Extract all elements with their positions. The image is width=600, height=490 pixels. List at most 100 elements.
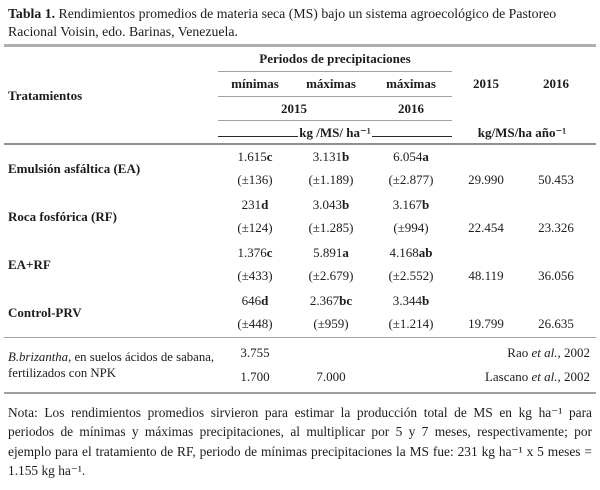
table-title: Tabla 1. Rendimientos promedios de mater… bbox=[8, 5, 592, 41]
reference-value: 3.755 bbox=[240, 345, 270, 360]
citation-year: , 2002 bbox=[557, 369, 591, 384]
treatment-label: EA+RF bbox=[8, 256, 51, 272]
sig-letter: a bbox=[422, 149, 429, 164]
sd-value: (±959) bbox=[313, 316, 349, 331]
reference-section: B.brizantha, en suelos ácidos de sabana,… bbox=[8, 338, 592, 392]
column-header-maximas-2015: máximas bbox=[306, 76, 356, 91]
citation-etal: et al. bbox=[531, 369, 558, 384]
value-number: 6.054 bbox=[393, 149, 423, 164]
column-header-minimas: mínimas bbox=[231, 76, 279, 91]
column-group-periods: Periodos de precipitaciones bbox=[218, 49, 452, 72]
reference-value: 1.700 bbox=[240, 369, 270, 384]
sig-letter: c bbox=[266, 245, 273, 260]
mean-value: 3.344b bbox=[370, 293, 452, 309]
units-precip-label: kg /MS/ ha⁻¹ bbox=[299, 124, 371, 140]
units-annual-label: kg/MS/ha año⁻¹ bbox=[477, 124, 567, 140]
value-number: 2.367 bbox=[309, 293, 340, 308]
column-header-tratamientos: Tratamientos bbox=[8, 87, 83, 103]
column-header-maximas-2016: máximas bbox=[386, 76, 436, 91]
sig-letter: b bbox=[422, 197, 430, 212]
annual-value-2015: 22.454 bbox=[468, 220, 504, 235]
sig-letter: a bbox=[342, 245, 349, 260]
citation-lascano: Lascano et al., 2002 bbox=[370, 369, 592, 385]
mean-value: 646d bbox=[218, 293, 292, 309]
header-subrule bbox=[218, 119, 452, 121]
sd-value: (±2.877) bbox=[388, 172, 434, 187]
treatment-label: Roca fosfórica (RF) bbox=[8, 208, 118, 224]
reference-label-rest: en suelos ácidos de sabana, fertilizados… bbox=[8, 350, 215, 380]
mean-value: 2.367bc bbox=[292, 293, 370, 309]
citation-rao: Rao et al., 2002 bbox=[370, 345, 592, 361]
annual-value-2015: 19.799 bbox=[468, 316, 504, 331]
annual-value-2016: 36.056 bbox=[538, 268, 574, 283]
value-number: 231 bbox=[241, 197, 262, 212]
period-year-2016: 2016 bbox=[398, 100, 424, 116]
treatment-label: Control-PRV bbox=[8, 304, 82, 320]
citation-author: Lascano bbox=[484, 369, 532, 384]
annual-value-2016: 50.453 bbox=[538, 172, 574, 187]
mean-value: 4.168ab bbox=[370, 245, 452, 261]
table-row-rf: Roca fosfórica (RF) 231d 3.043b 3.167b (… bbox=[8, 193, 592, 241]
value-number: 3.043 bbox=[312, 197, 342, 212]
body-divider bbox=[4, 336, 596, 338]
annual-value-2015: 48.119 bbox=[468, 268, 504, 283]
value-number: 3.167 bbox=[392, 197, 422, 212]
annual-value-2016: 23.326 bbox=[538, 220, 574, 235]
units-dash-left bbox=[218, 135, 299, 137]
annual-value-2015: 29.990 bbox=[468, 172, 504, 187]
table-header: Tratamientos Periodos de precipitaciones… bbox=[8, 49, 592, 143]
sd-value: (±1.214) bbox=[388, 316, 434, 331]
sd-value: (±136) bbox=[237, 172, 273, 187]
period-year-2015: 2015 bbox=[281, 100, 307, 116]
sig-letter: b bbox=[342, 197, 350, 212]
sig-letter: bc bbox=[339, 293, 353, 308]
header-divider bbox=[4, 142, 596, 145]
sd-value: (±2.552) bbox=[388, 268, 434, 283]
sd-value: (±994) bbox=[393, 220, 429, 235]
table-row-ea: Emulsión asfáltica (EA) 1.615c 3.131b 6.… bbox=[8, 145, 592, 193]
annual-value-2016: 26.635 bbox=[538, 316, 574, 331]
citation-author: Rao bbox=[507, 345, 532, 360]
mean-value: 6.054a bbox=[370, 149, 452, 165]
mean-value: 1.615c bbox=[218, 149, 292, 165]
sd-value: (±1.189) bbox=[308, 172, 354, 187]
sig-letter: c bbox=[266, 149, 273, 164]
sig-letter: b bbox=[342, 149, 350, 164]
sd-value: (±2.679) bbox=[308, 268, 354, 283]
footer-divider bbox=[4, 392, 596, 394]
reference-label: B.brizantha, en suelos ácidos de sabana,… bbox=[8, 349, 218, 381]
value-number: 1.376 bbox=[237, 245, 267, 260]
mean-value: 3.167b bbox=[370, 197, 452, 213]
reference-value: 7.000 bbox=[316, 369, 346, 384]
species-name: B.brizantha, bbox=[8, 350, 72, 364]
mean-value: 231d bbox=[218, 197, 292, 213]
sd-value: (±433) bbox=[237, 268, 273, 283]
value-number: 4.168 bbox=[389, 245, 419, 260]
sig-letter: ab bbox=[418, 245, 433, 260]
table-note: Nota: Los rendimientos promedios sirvier… bbox=[8, 404, 592, 479]
value-number: 3.131 bbox=[312, 149, 342, 164]
header-subrule bbox=[218, 95, 452, 97]
units-dash-right bbox=[371, 135, 453, 137]
table-row-ea-rf: EA+RF 1.376c 5.891a 4.168ab (±433) (±2.6… bbox=[8, 241, 592, 289]
mean-value: 5.891a bbox=[292, 245, 370, 261]
sd-value: (±124) bbox=[237, 220, 273, 235]
citation-etal: et al. bbox=[531, 345, 558, 360]
sd-value: (±448) bbox=[237, 316, 273, 331]
value-number: 3.344 bbox=[392, 293, 422, 308]
table-number: Tabla 1. bbox=[8, 6, 56, 21]
units-precip-row: kg /MS/ ha⁻¹ bbox=[218, 121, 453, 143]
value-number: 1.615 bbox=[237, 149, 267, 164]
citation-year: , 2002 bbox=[557, 345, 591, 360]
column-header-annual-2016: 2016 bbox=[543, 76, 569, 91]
mean-value: 3.131b bbox=[292, 149, 370, 165]
table-caption: Rendimientos promedios de materia seca (… bbox=[8, 6, 557, 39]
mean-value: 3.043b bbox=[292, 197, 370, 213]
column-header-annual-2015: 2015 bbox=[473, 76, 499, 91]
value-number: 646 bbox=[241, 293, 262, 308]
value-number: 5.891 bbox=[313, 245, 343, 260]
sd-value: (±1.285) bbox=[308, 220, 354, 235]
mean-value: 1.376c bbox=[218, 245, 292, 261]
sig-letter: d bbox=[261, 293, 269, 308]
